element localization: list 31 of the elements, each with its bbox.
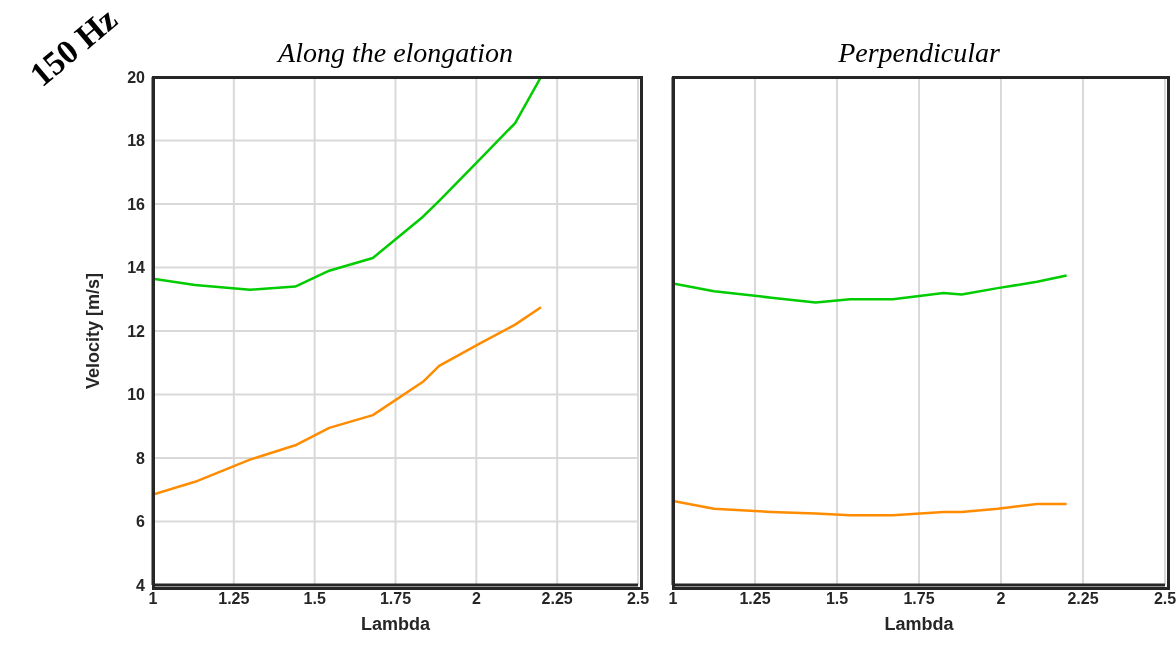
y-tick-label: 4 — [136, 576, 146, 594]
x-tick-label: 2 — [471, 590, 481, 608]
y-tick-label: 6 — [136, 513, 146, 531]
x-tick-label: 2.5 — [626, 590, 650, 608]
x-tick-label: 2.25 — [541, 590, 573, 608]
x-tick-label: 1 — [668, 590, 678, 608]
y-tick-label: 8 — [136, 449, 146, 467]
x-tick-label: 2.25 — [1067, 590, 1099, 608]
x-tick-label: 1.25 — [739, 590, 771, 608]
x-axis-title: Lambda — [360, 614, 431, 634]
x-axis-title: Lambda — [884, 614, 955, 634]
y-tick-label: 14 — [127, 259, 146, 277]
text: 150 Hz — [22, 0, 125, 95]
y-tick-label: 18 — [127, 132, 146, 150]
chart-title: Perpendicular — [837, 37, 1001, 69]
chart-title: Along the elongation — [275, 37, 514, 69]
y-tick-label: 10 — [127, 386, 146, 404]
y-axis-title: Velocity [m/s] — [83, 272, 104, 390]
y-tick-label: 12 — [127, 322, 146, 340]
x-tick-label: 2.5 — [1153, 590, 1176, 608]
x-tick-label: 1 — [148, 590, 158, 608]
y-tick-label: 16 — [127, 195, 146, 213]
x-tick-label: 2 — [996, 590, 1006, 608]
x-tick-label: 1.75 — [903, 590, 935, 608]
x-tick-label: 1.25 — [218, 590, 250, 608]
x-tick-label: 1.75 — [379, 590, 412, 608]
line-series — [153, 305, 543, 496]
x-tick-label: 1.5 — [303, 590, 326, 608]
y-tick-label: 20 — [127, 68, 146, 86]
line-series — [153, 77, 543, 291]
x-tick-label: 1.5 — [825, 590, 849, 608]
